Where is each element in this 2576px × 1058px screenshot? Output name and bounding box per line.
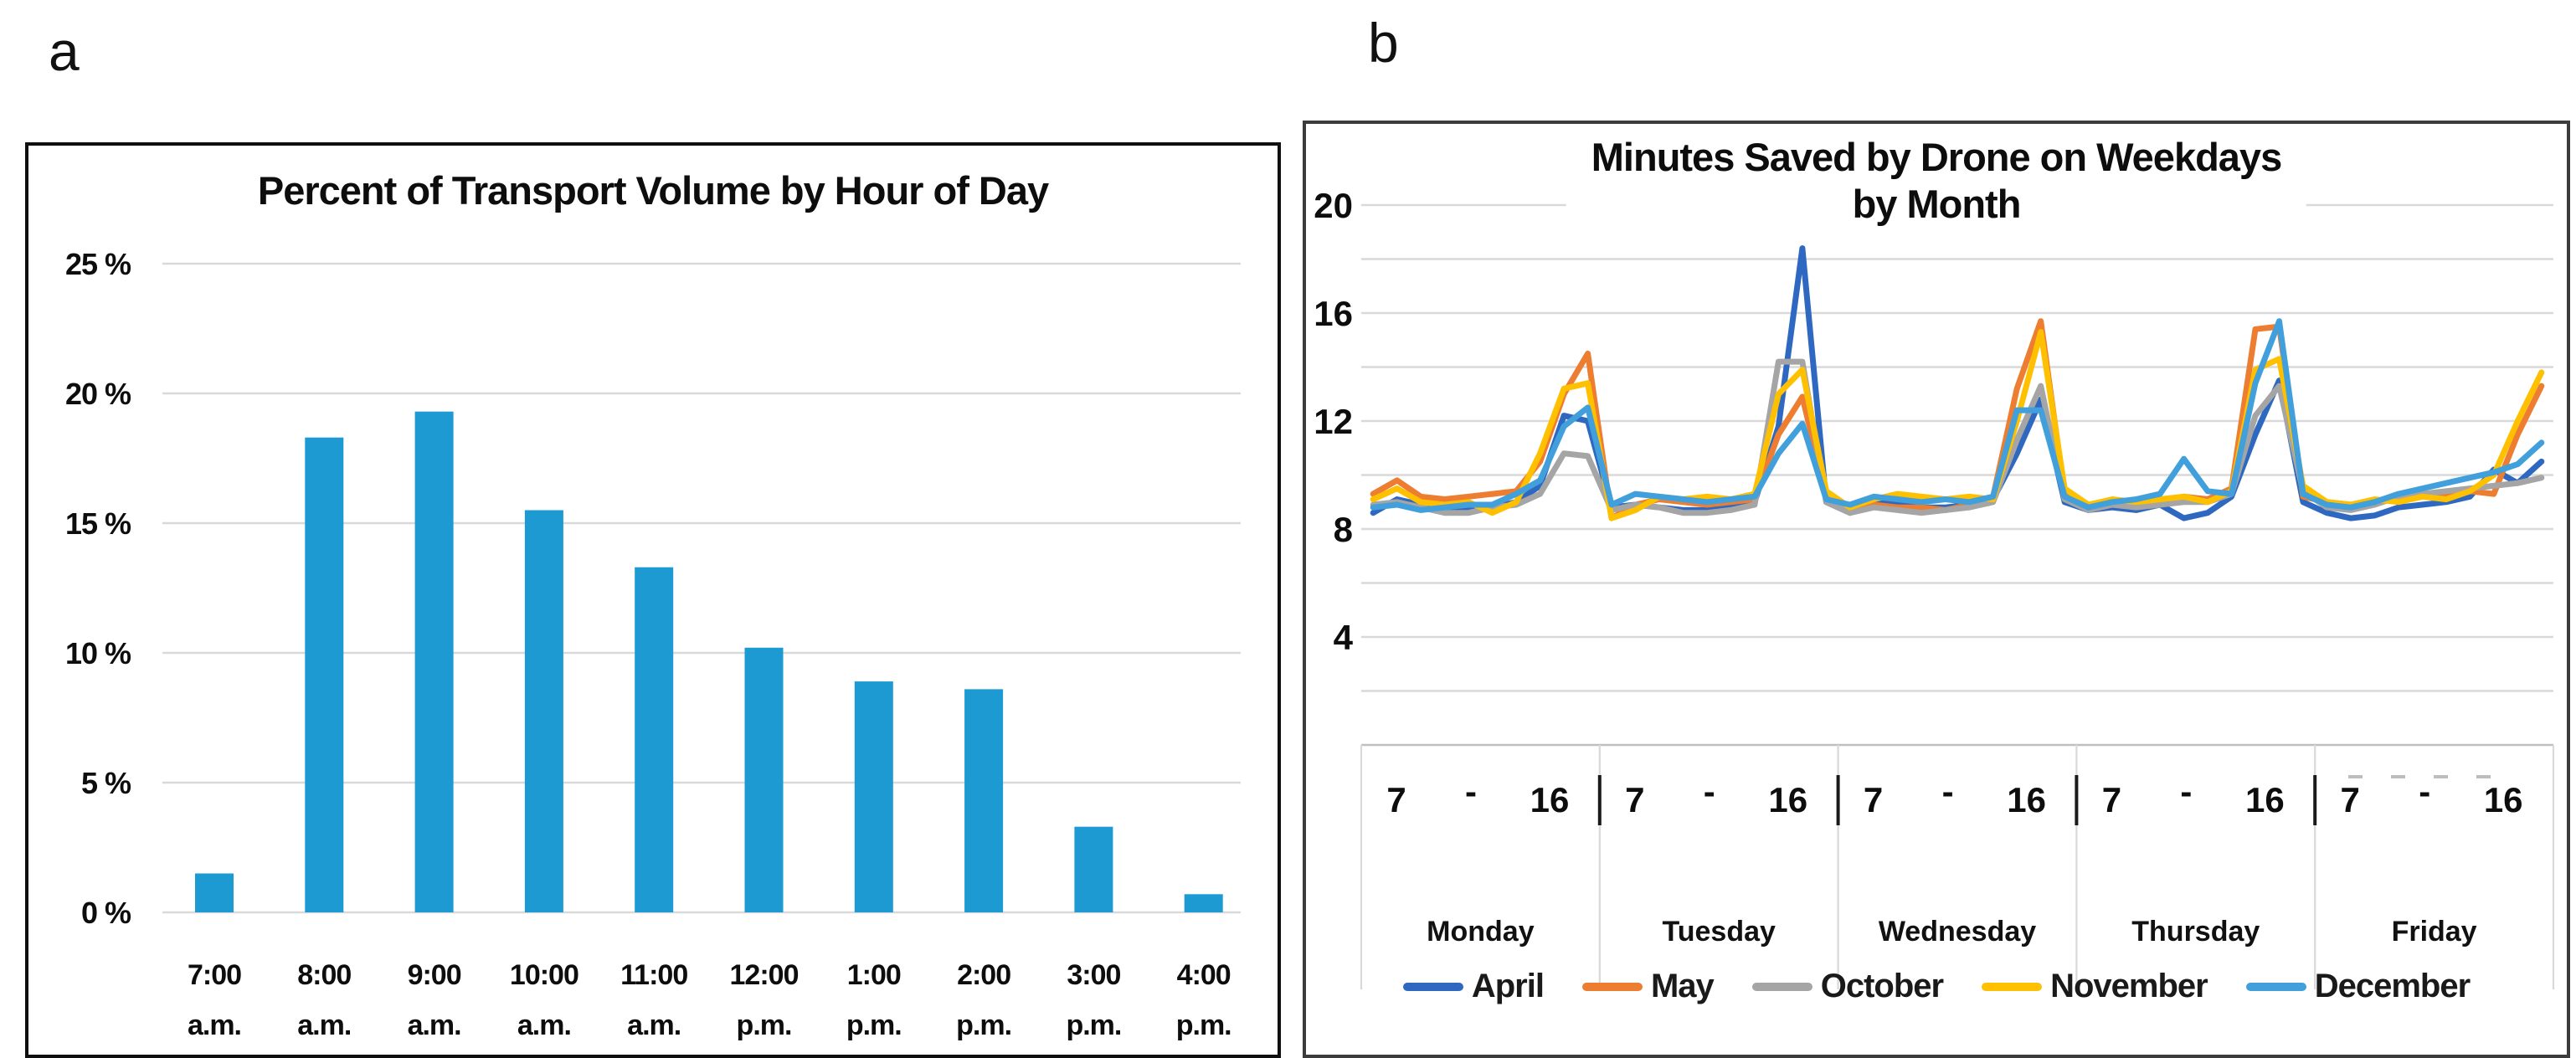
y-axis-tick-label: 0 % xyxy=(81,896,131,930)
legend-item-december: December xyxy=(2245,968,2471,1005)
bar xyxy=(195,873,234,912)
x-axis-label-meridiem: p.m. xyxy=(737,1009,792,1041)
hour-label-end: 16 xyxy=(1530,780,1570,819)
panel-b-line-chart: 20 16 12 8 4 7 - 16 Monday 7 - 16 Tuesday 7 - 16 Wednesd… xyxy=(1303,121,2570,1058)
legend-item-november: November xyxy=(1982,968,2208,1005)
day-name-label: Tuesday xyxy=(1662,916,1776,948)
x-axis-label-time: 10:00 xyxy=(510,959,578,991)
chart-legend: April May October November December xyxy=(1306,968,2567,1005)
bar xyxy=(744,647,784,912)
hour-label-start: 7 xyxy=(2102,780,2121,819)
hour-label-dash: - xyxy=(2180,772,2192,811)
panel-b-title: Minutes Saved by Drone on Weekdays by Mo… xyxy=(1566,134,2307,228)
x-axis-label-time: 9:00 xyxy=(408,959,461,991)
y-axis-tick-label: 20 % xyxy=(65,377,131,411)
x-axis-label-meridiem: a.m. xyxy=(188,1009,241,1041)
figure-label-b: b xyxy=(1368,12,1399,74)
x-axis-label-time: 2:00 xyxy=(957,959,1010,991)
legend-item-may: May xyxy=(1581,968,1715,1005)
day-name-label: Thursday xyxy=(2131,916,2260,948)
legend-label: April xyxy=(1471,968,1545,1004)
hour-label-start: 7 xyxy=(1864,780,1883,819)
november-line-swatch xyxy=(1982,982,2043,991)
y-axis-tick-label: 15 % xyxy=(65,506,131,541)
bar xyxy=(964,689,1004,912)
x-axis-label-meridiem: a.m. xyxy=(627,1009,681,1041)
legend-label: November xyxy=(2050,968,2208,1004)
x-axis-label-meridiem: p.m. xyxy=(846,1009,902,1041)
x-axis-label-meridiem: a.m. xyxy=(408,1009,461,1041)
hour-label-end: 16 xyxy=(1768,780,1807,819)
x-axis-label-meridiem: a.m. xyxy=(297,1009,351,1041)
hour-label-end: 16 xyxy=(2484,780,2523,819)
day-name-label: Wednesday xyxy=(1879,916,2036,948)
panel-a-title: Percent of Transport Volume by Hour of D… xyxy=(235,167,1071,213)
april-line-swatch xyxy=(1402,982,1463,991)
bar xyxy=(635,567,674,912)
legend-item-october: October xyxy=(1751,968,1944,1005)
bar xyxy=(854,681,893,912)
y-axis-tick-label: 4 xyxy=(1334,618,1354,657)
bar xyxy=(305,437,344,912)
y-axis-tick-label: 25 % xyxy=(65,247,131,281)
bar-chart-canvas: 0 % 5 % 10 % 15 % 20 % 25 % 7:00 a.m. 8:00 a.m. 9:… xyxy=(65,247,1241,1041)
y-axis-tick-label: 10 % xyxy=(65,636,131,670)
hour-label-dash: - xyxy=(1465,772,1477,811)
series-line-may xyxy=(1370,318,2545,521)
legend-item-april: April xyxy=(1402,968,1545,1005)
x-axis-label-meridiem: p.m. xyxy=(956,1009,1011,1041)
series-line-november xyxy=(1370,329,2545,521)
x-axis-label-time: 3:00 xyxy=(1067,959,1120,991)
hour-label-start: 7 xyxy=(1386,780,1406,819)
y-axis-tick-label: 12 xyxy=(1314,402,1353,441)
day-name-label: Monday xyxy=(1427,916,1535,948)
x-axis-label-time: 1:00 xyxy=(847,959,901,991)
hour-label-start: 7 xyxy=(2341,780,2360,819)
bar xyxy=(524,510,563,912)
x-axis-label-time: 4:00 xyxy=(1177,959,1231,991)
series-line-december xyxy=(1370,318,2545,513)
x-axis-label-meridiem: a.m. xyxy=(517,1009,571,1041)
may-line-swatch xyxy=(1581,982,1643,991)
hour-label-start: 7 xyxy=(1625,780,1644,819)
x-axis-label-meridiem: p.m. xyxy=(1066,1009,1121,1041)
y-axis-tick-label: 5 % xyxy=(81,766,131,800)
y-axis-tick-label: 8 xyxy=(1334,510,1353,549)
legend-label: October xyxy=(1820,968,1944,1004)
x-axis-label-time: 7:00 xyxy=(188,959,241,991)
hour-label-end: 16 xyxy=(2007,780,2046,819)
hour-label-dash: - xyxy=(1704,772,1715,811)
october-line-swatch xyxy=(1751,982,1812,991)
hour-label-dash: - xyxy=(1942,772,1954,811)
x-axis-label-meridiem: p.m. xyxy=(1176,1009,1231,1041)
figure-label-a: a xyxy=(49,20,80,82)
y-axis-tick-label: 20 xyxy=(1314,186,1353,225)
x-axis-label-time: 12:00 xyxy=(730,959,799,991)
panel-a-bar-chart: 0 % 5 % 10 % 15 % 20 % 25 % 7:00 a.m. 8:00 a.m. 9:… xyxy=(25,142,1281,1058)
y-axis-tick-label: 16 xyxy=(1314,294,1353,333)
december-line-swatch xyxy=(2245,982,2306,991)
x-axis-label-time: 8:00 xyxy=(297,959,351,991)
bar xyxy=(1074,826,1113,912)
bar xyxy=(414,411,454,912)
hour-label-dash: - xyxy=(2419,772,2430,811)
day-name-label: Friday xyxy=(2392,916,2477,948)
bar xyxy=(1184,894,1223,912)
x-axis-label-time: 11:00 xyxy=(620,959,687,991)
line-chart-canvas: 20 16 12 8 4 7 - 16 Monday 7 - 16 Tuesday 7 - 16 Wednesd… xyxy=(1314,186,2555,989)
legend-label: May xyxy=(1650,968,1715,1004)
legend-label: December xyxy=(2314,968,2471,1004)
hour-label-end: 16 xyxy=(2245,780,2285,819)
panel-b-title-line2: by Month xyxy=(1852,182,2022,226)
panel-b-title-line1: Minutes Saved by Drone on Weekdays xyxy=(1591,135,2282,179)
